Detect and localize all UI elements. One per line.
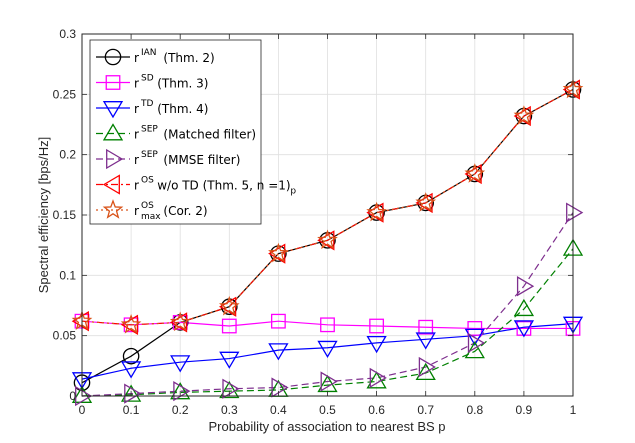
data-point-4 — [75, 385, 93, 407]
legend-marker — [105, 75, 121, 90]
data-point-6 — [218, 295, 240, 316]
data-point-1 — [270, 313, 286, 329]
x-axis-label: Probability of association to nearest BS… — [208, 419, 445, 434]
data-point-4 — [320, 371, 338, 392]
data-point-6 — [366, 201, 387, 222]
series-line-4 — [81, 212, 574, 397]
data-point-4 — [222, 378, 240, 399]
data-point-6 — [120, 313, 142, 334]
series-lines — [81, 88, 574, 397]
data-point-2 — [120, 361, 142, 379]
x-tick-label: 0.3 — [221, 403, 238, 417]
data-point-2 — [464, 328, 485, 346]
data-point-4 — [467, 332, 486, 354]
data-point-2 — [219, 351, 240, 369]
data-point-3 — [513, 298, 535, 317]
y-tick-label: 0.1 — [59, 268, 76, 282]
data-point-1 — [320, 317, 335, 333]
x-tick-label: 0 — [79, 403, 86, 417]
data-point-1 — [418, 319, 434, 335]
legend-label: r SEP (MMSE filter) — [134, 150, 240, 167]
legend-marker — [104, 48, 122, 66]
x-axis-ticks: 0 0.1 0.2 0.3 0.4 0.5 0.6 0.7 0.8 0.9 1 — [79, 34, 577, 417]
series-line-1 — [81, 320, 573, 330]
y-axis-label: Spectral efficiency [bps/Hz] — [36, 137, 51, 294]
series-line-3 — [81, 248, 574, 397]
data-point-4 — [418, 356, 436, 378]
data-point-1 — [369, 318, 385, 334]
data-point-3 — [415, 362, 436, 381]
data-point-6 — [317, 229, 338, 250]
data-point-6 — [464, 163, 486, 183]
data-point-3 — [120, 384, 142, 402]
y-tick-label: 0.2 — [59, 148, 76, 162]
data-point-6 — [513, 105, 535, 125]
legend-marker — [102, 174, 120, 195]
legend-label: r TD (Thm. 4) — [134, 99, 208, 116]
data-point-2 — [366, 335, 387, 354]
x-tick-label: 0.6 — [368, 403, 385, 417]
legend: r IAN (Thm. 2) r SD (Thm. 3) r TD (Thm. 4) r SE… — [89, 39, 296, 225]
y-tick-label: 0.15 — [53, 208, 77, 222]
legend-label: r IAN (Thm. 2) — [134, 48, 215, 65]
data-point-2 — [170, 355, 191, 373]
series-line-6 — [81, 88, 574, 326]
data-point-0 — [122, 347, 140, 365]
legend-marker — [106, 148, 124, 170]
legend-label: r OS max (Cor. 2) — [134, 201, 208, 222]
data-point-2 — [317, 340, 338, 359]
data-point-2 — [415, 332, 436, 350]
y-tick-label: 0.05 — [53, 329, 77, 343]
x-tick-label: 0.9 — [516, 403, 533, 417]
data-point-2 — [513, 320, 535, 338]
x-tick-label: 1 — [570, 403, 577, 417]
data-point-3 — [464, 341, 485, 359]
data-point-4 — [369, 367, 387, 389]
y-tick-label: 0 — [69, 389, 76, 403]
y-tick-label: 0.3 — [59, 27, 76, 41]
legend-marker — [102, 101, 124, 119]
x-tick-label: 0.7 — [417, 403, 434, 417]
y-axis-ticks: 0 0.05 0.1 0.15 0.2 0.25 0.3 — [53, 27, 573, 403]
legend-label: r SD (Thm. 3) — [134, 74, 208, 91]
data-point-6 — [415, 192, 437, 212]
legend-label: r SEP (Matched filter) — [134, 125, 256, 142]
data-point-4 — [124, 383, 142, 404]
data-point-4 — [271, 377, 289, 398]
data-point-2 — [268, 343, 289, 361]
x-tick-label: 0.2 — [172, 403, 189, 417]
data-point-1 — [467, 321, 483, 336]
legend-label: r OS w/o TD (Thm. 5, n =1)p — [134, 176, 296, 197]
data-point-6 — [268, 242, 289, 263]
x-tick-label: 0.8 — [466, 403, 483, 417]
series-line-2 — [81, 323, 574, 380]
data-point-3 — [71, 385, 93, 403]
series-markers — [71, 78, 584, 407]
legend-marker — [102, 199, 124, 219]
x-tick-label: 0.5 — [319, 403, 336, 417]
x-tick-label: 0.1 — [123, 403, 140, 417]
x-tick-label: 0.4 — [270, 403, 287, 417]
data-point-3 — [170, 382, 191, 400]
data-point-3 — [219, 380, 240, 399]
legend-marker — [102, 123, 124, 141]
data-point-4 — [566, 202, 584, 223]
data-point-4 — [516, 276, 535, 297]
data-point-6 — [169, 311, 191, 332]
y-tick-label: 0.25 — [53, 87, 77, 101]
data-point-1 — [221, 318, 237, 334]
